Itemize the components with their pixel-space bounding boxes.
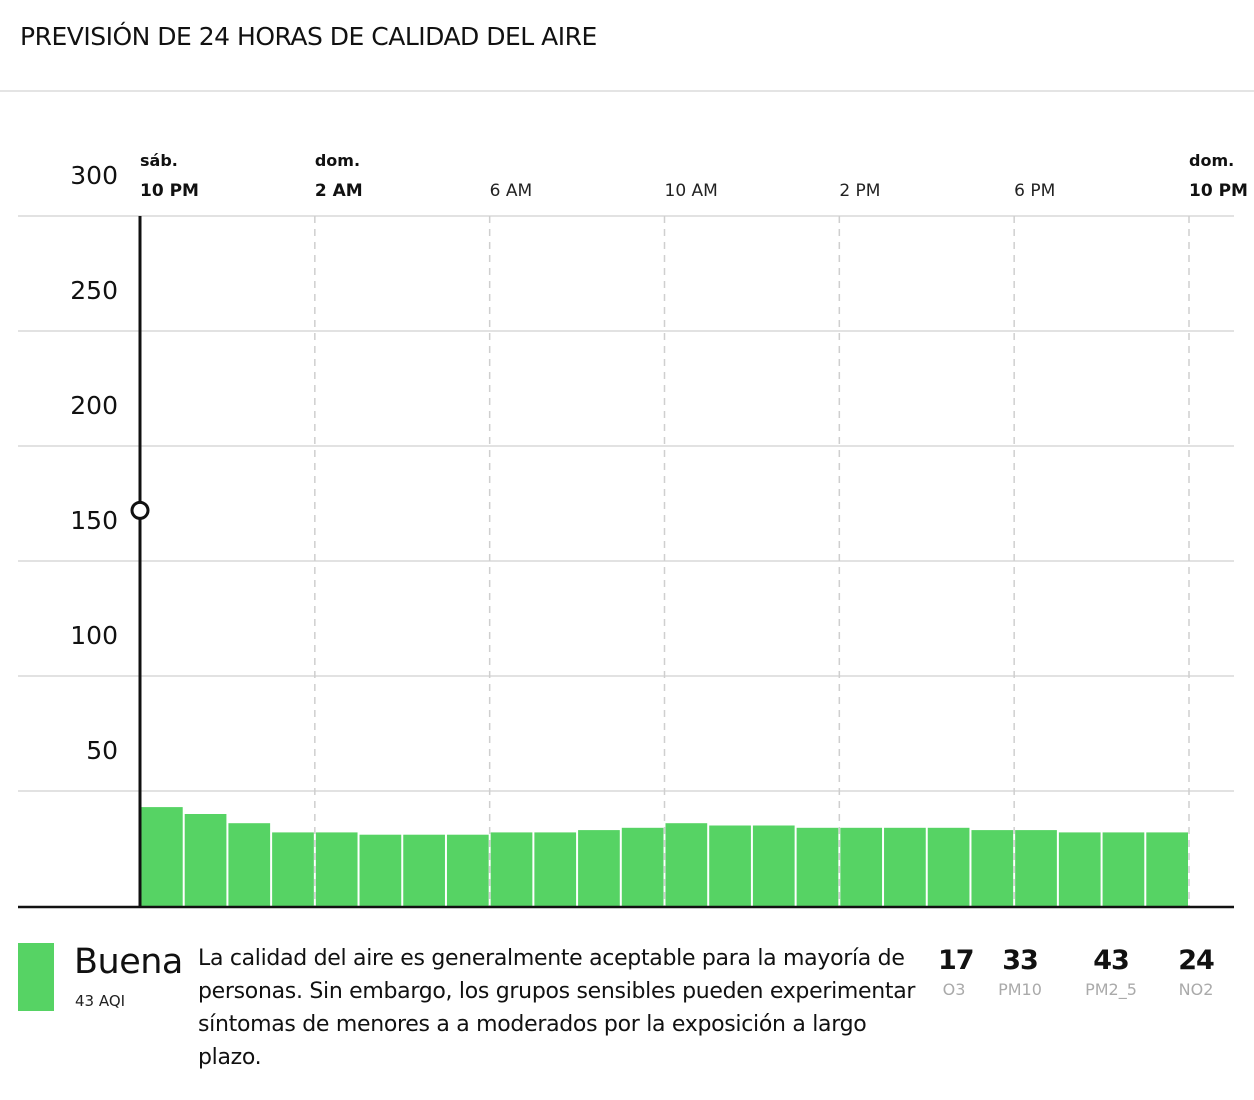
y-tick-label: 300 <box>70 161 118 190</box>
aqi-bar <box>184 814 227 906</box>
aqi-bar <box>884 827 926 906</box>
x-tick-label: 10 PM <box>140 181 199 201</box>
aqi-bar <box>1146 832 1188 906</box>
pollutant-value: 43 <box>1093 945 1130 976</box>
pollutant-name: O3 <box>942 980 966 999</box>
aqi-bar <box>1015 830 1057 906</box>
aqi-category-label: Buena <box>74 942 183 982</box>
aqi-description: La calidad del aire es generalmente acep… <box>198 946 916 1070</box>
aqi-bar <box>315 832 358 906</box>
aqi-bar <box>927 827 970 906</box>
aqi-bar <box>228 823 271 906</box>
aqi-bar <box>621 827 664 906</box>
pollutant-value: 33 <box>1002 945 1039 976</box>
pollutant-name: PM2_5 <box>1085 980 1137 999</box>
y-tick-label: 250 <box>70 276 118 305</box>
chart-header: PREVISIÓN DE 24 HORAS DE CALIDAD DEL AIR… <box>0 0 1254 92</box>
aqi-bar <box>1058 832 1101 906</box>
x-tick-label: 10 PM <box>1189 181 1248 201</box>
pollutant-o3: 17 O3 <box>938 944 975 999</box>
x-tick-label: 6 AM <box>490 181 533 201</box>
x-tick-day-label: dom. <box>1189 151 1234 170</box>
aqi-bar <box>359 834 402 906</box>
category-color-swatch <box>18 943 54 1011</box>
aqi-bar <box>272 832 314 906</box>
aqi-bar <box>534 832 577 906</box>
y-tick-label: 150 <box>70 506 118 535</box>
pollutant-value: 24 <box>1178 945 1215 976</box>
aqi-bar <box>971 830 1014 906</box>
pollutant-no2: 24 NO2 <box>1174 944 1218 999</box>
aqi-forecast-chart: 50 100 150 200 250 300 sáb. 10 PM dom. 2 AM 6 AM 10… <box>18 151 1248 909</box>
y-tick-label: 50 <box>86 736 118 765</box>
aqi-bar <box>446 834 489 906</box>
pollutant-name: NO2 <box>1178 980 1214 999</box>
chart-title: PREVISIÓN DE 24 HORAS DE CALIDAD DEL AIR… <box>20 22 597 51</box>
y-tick-label: 200 <box>70 391 118 420</box>
x-tick-label: 2 PM <box>839 181 880 201</box>
x-tick-day-label: dom. <box>315 151 360 170</box>
aqi-value-label: 43 AQI <box>75 992 126 1010</box>
pollutant-pm2-5: 43 PM2_5 <box>1078 944 1144 999</box>
pollutant-name: PM10 <box>998 980 1042 999</box>
aqi-bar <box>1102 832 1145 906</box>
aqi-bar <box>141 807 183 906</box>
time-cursor-marker <box>130 500 150 520</box>
aqi-bar <box>752 825 795 906</box>
x-tick-label: 2 AM <box>315 181 363 201</box>
aqi-bar <box>490 832 533 906</box>
x-tick-label: 10 AM <box>665 181 718 201</box>
aqi-bar <box>796 827 839 906</box>
aqi-bar <box>578 830 620 906</box>
pollutant-pm10: 33 PM10 <box>998 944 1042 999</box>
y-tick-label: 100 <box>70 621 118 650</box>
aqi-bar <box>840 827 883 906</box>
aqi-bar <box>403 834 445 906</box>
aqi-bar <box>709 825 751 906</box>
pollutant-value: 17 <box>938 945 975 976</box>
x-tick-label: 6 PM <box>1014 181 1055 201</box>
aqi-bar <box>665 823 708 906</box>
x-tick-day-label: sáb. <box>140 151 178 170</box>
